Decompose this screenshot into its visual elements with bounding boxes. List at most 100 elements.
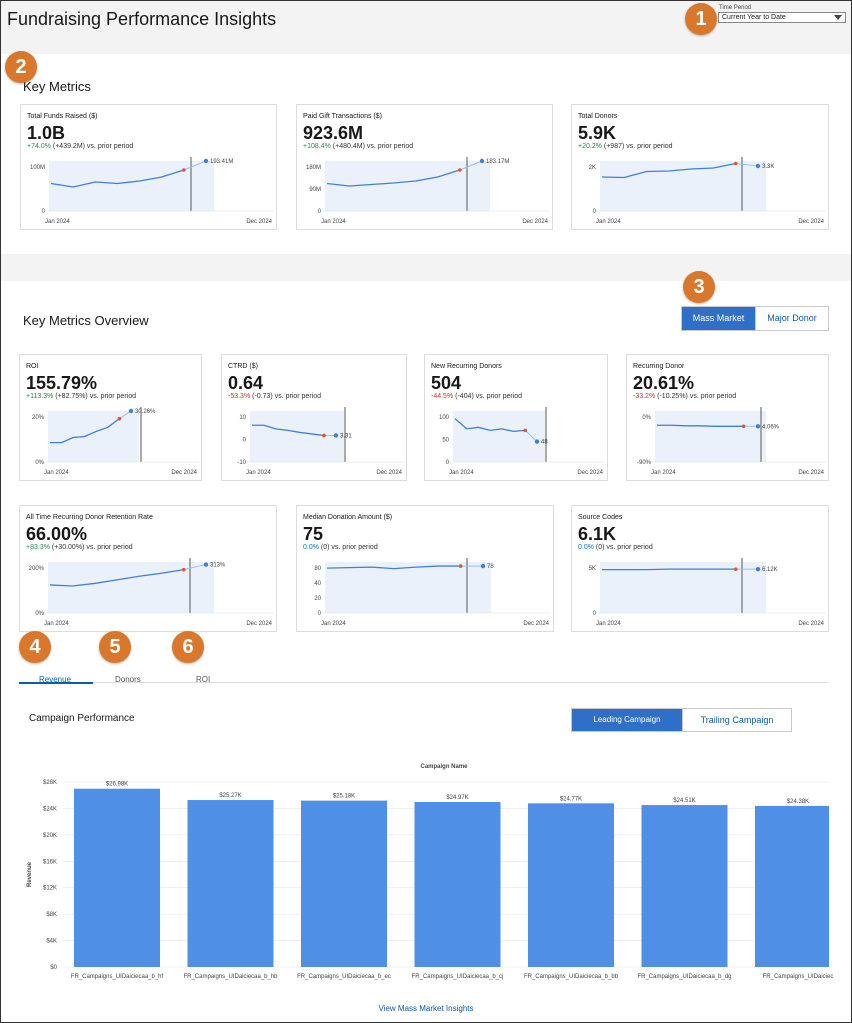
sparkline-marker xyxy=(741,424,746,429)
tab-revenue[interactable]: Revenue xyxy=(39,675,72,684)
sparkline-chart: 200% 0%Jan 2024 Dec 2024 313% xyxy=(29,558,274,627)
callout-badge-6: 6 xyxy=(172,631,204,663)
y-tick-label: 0 xyxy=(593,611,597,617)
y-tick-label: 100 xyxy=(439,415,450,421)
sparkline-end-label: 183.17M xyxy=(486,159,509,165)
metric-title: Recurring Donor xyxy=(633,363,685,370)
x-tick-label: FR_Campaigns_UIDaiciecaa_b_dg xyxy=(637,974,731,980)
y-tick-label: 0% xyxy=(642,415,651,421)
key-metrics-overview-section: Key Metrics Overview Mass Market Major D… xyxy=(1,281,851,1022)
tab-bar: Revenue Donors ROI xyxy=(19,673,829,684)
sparkline-chart: 5K 0 Jan 2024 Dec 2024 6.12K xyxy=(589,558,826,627)
sparkline-endpoint xyxy=(128,408,134,414)
y-tick-label: $20K xyxy=(43,833,57,839)
sparkline-endpoint xyxy=(534,439,540,444)
bar-value-label: $24.97K xyxy=(446,795,468,801)
y-tick-label: 50 xyxy=(442,438,449,444)
bar[interactable] xyxy=(414,802,501,967)
sparkline-series xyxy=(252,424,325,437)
sparkline-marker xyxy=(733,161,738,166)
sparkline-series xyxy=(50,418,120,444)
delta-percent: 0.0% xyxy=(303,544,319,551)
y-tick-label: $4K xyxy=(46,939,57,945)
x-start-label: Jan 2024 xyxy=(321,219,346,225)
delta-percent: +108.4% xyxy=(303,143,331,150)
tab-active-indicator xyxy=(19,682,93,684)
x-end-label: Dec 2024 xyxy=(523,621,549,627)
metric-title: New Recurring Donors xyxy=(431,363,502,370)
metric-card[interactable]: ROI 155.79% +113.3% (+82.75%) vs. prior pe… xyxy=(19,354,202,481)
metric-value: 6.1K xyxy=(578,524,617,544)
y-tick-label: 5K xyxy=(589,566,596,572)
y-tick-label: $24K xyxy=(43,806,57,812)
y-tick-label: 0% xyxy=(35,611,44,617)
bar[interactable] xyxy=(301,800,387,967)
time-period-select[interactable]: Current Year to Date xyxy=(718,12,846,23)
sparkline-marker xyxy=(181,567,186,572)
metric-value: 1.0B xyxy=(27,123,66,143)
bar[interactable] xyxy=(641,805,728,967)
sparkline-endpoint xyxy=(755,566,761,572)
metric-card[interactable]: New Recurring Donors 504 -44.5% (-404) vs.… xyxy=(424,354,608,481)
sparkline-series xyxy=(50,169,185,188)
y-tick-label: $28K xyxy=(43,780,57,786)
sparkline-series xyxy=(49,569,184,587)
x-end-label: Dec 2024 xyxy=(798,470,824,476)
callout-badge-2: 2 xyxy=(5,51,37,83)
x-tick-label: FR_Campaigns_UIDaiciecaa_b_bb xyxy=(524,974,619,980)
metric-delta: -53.3% (-0.73) vs. prior period xyxy=(228,393,321,400)
metric-card[interactable]: Source Codes 6.1K 0.0% (0) vs. prior perio… xyxy=(571,505,829,632)
x-end-label: Dec 2024 xyxy=(246,621,272,627)
major-donor-button[interactable]: Major Donor xyxy=(755,307,828,330)
time-period-value: Current Year to Date xyxy=(722,14,786,21)
bar[interactable] xyxy=(755,805,829,967)
sparkline-end-label: 78 xyxy=(487,564,494,570)
sparkline-marker xyxy=(458,168,462,172)
callout-badge-3: 3 xyxy=(683,271,715,303)
trailing-campaign-button[interactable]: Trailing Campaign xyxy=(682,709,791,731)
key-metrics-section: Key Metrics Total Funds Raised ($) 1.0B +7… xyxy=(1,54,851,254)
bar-value-label: $24.77K xyxy=(560,796,582,802)
metric-card[interactable]: Median Donation Amount ($) 75 0.0% (0) vs.… xyxy=(296,505,554,632)
bar[interactable] xyxy=(187,800,274,967)
metric-title: CTRD ($) xyxy=(228,363,258,370)
delta-percent: 0.0% xyxy=(578,544,594,551)
metric-card[interactable]: Recurring Donor 20.61% -33.2% (-10.25%) vs… xyxy=(626,354,829,481)
y-tick-label: 0 xyxy=(593,209,597,215)
callout-badge-1: 1 xyxy=(685,3,717,35)
callout-badge-5: 5 xyxy=(99,631,131,663)
x-start-label: Jan 2024 xyxy=(44,621,69,627)
view-mass-market-insights-link[interactable]: View Mass Market Insights xyxy=(378,1004,474,1013)
metric-delta: +83.3% (+30.00%) vs. prior period xyxy=(26,544,133,551)
bar[interactable] xyxy=(74,788,160,967)
bar[interactable] xyxy=(528,803,614,967)
key-metrics-title: Key Metrics xyxy=(23,79,91,94)
page-header: Fundraising Performance Insights Time Pe… xyxy=(1,1,851,53)
sparkline-chart: 100M 0 Jan 2024 Dec 2024 193.41M xyxy=(30,157,274,225)
chart-title: Campaign Name xyxy=(420,764,468,770)
leading-campaign-button[interactable]: Leading Campaign xyxy=(572,709,682,731)
metric-value: 75 xyxy=(303,524,324,544)
metric-card[interactable]: Paid Gift Transactions ($) 923.6M +108.4% … xyxy=(296,104,553,230)
sparkline-end-label: 313% xyxy=(210,563,226,569)
delta-detail: (+480.4M) vs. prior period xyxy=(332,143,414,150)
x-end-label: Dec 2024 xyxy=(246,219,272,225)
sparkline-endpoint xyxy=(479,158,485,164)
sparkline-endpoint xyxy=(333,433,339,438)
y-tick-label: $8K xyxy=(46,912,57,918)
metric-card[interactable]: Total Funds Raised ($) 1.0B +74.0% (+439.2… xyxy=(20,104,277,230)
page-title: Fundraising Performance Insights xyxy=(7,9,277,29)
tab-donors[interactable]: Donors xyxy=(115,675,141,684)
metric-title: Paid Gift Transactions ($) xyxy=(303,113,382,120)
metric-card[interactable]: Total Donors 5.9K +20.2% (+987) vs. prior … xyxy=(571,104,829,230)
mass-market-button[interactable]: Mass Market xyxy=(682,307,755,330)
sparkline-chart: 100 50 0 Jan 2024 Dec 2024 48 xyxy=(439,407,605,476)
metric-value: 504 xyxy=(431,373,462,393)
metric-card[interactable]: CTRD ($) 0.64 -53.3% (-0.73) vs. prior per… xyxy=(221,354,407,481)
x-end-label: Dec 2024 xyxy=(376,470,402,476)
metric-card[interactable]: All Time Recurring Donor Retention Rate 6… xyxy=(19,505,277,632)
y-tick-label: 0% xyxy=(35,460,44,466)
delta-percent: -33.2% xyxy=(633,393,656,400)
tab-roi[interactable]: ROI xyxy=(196,675,211,684)
y-tick-label: 20% xyxy=(32,415,45,421)
